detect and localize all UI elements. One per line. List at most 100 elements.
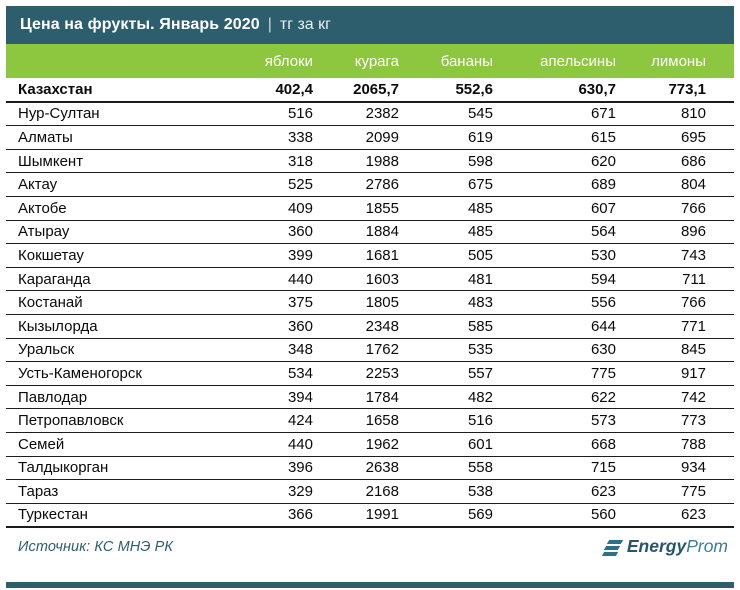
price-cell-oranges: 775 — [493, 361, 616, 386]
page-title: Цена на фрукты. Январь 2020 — [20, 16, 260, 33]
region-name-cell: Атырау — [6, 220, 230, 245]
price-cell-lemons: 695 — [616, 125, 734, 150]
price-cell-lemons: 917 — [616, 361, 734, 386]
price-cell-dried-apricots: 1784 — [313, 385, 399, 410]
price-cell-apples: 360 — [230, 220, 313, 245]
price-cell-apples: 396 — [230, 456, 313, 481]
table-row: Нур-Султан 516 2382 545 671 810 — [6, 101, 734, 127]
energyprom-logo: EnergyProm — [601, 538, 728, 556]
price-cell-apples: 338 — [230, 125, 313, 150]
region-name-cell: Алматы — [6, 125, 230, 150]
price-table: яблоки курага бананы апельсины лимоны Ка… — [6, 44, 734, 529]
source-note: Источник: КС МНЭ РК — [18, 539, 174, 556]
price-cell-apples: 409 — [230, 196, 313, 221]
price-cell-oranges: 556 — [493, 290, 616, 315]
price-cell-apples: 440 — [230, 267, 313, 292]
price-cell-dried-apricots: 1681 — [313, 243, 399, 268]
price-cell-apples: 525 — [230, 172, 313, 197]
region-name-cell: Талдыкорган — [6, 456, 230, 481]
region-name-cell: Костанай — [6, 290, 230, 315]
price-cell-bananas: 675 — [399, 172, 493, 197]
table-body: Казахстан 402,4 2065,7 552,6 630,7 773,1… — [6, 78, 734, 529]
price-cell-bananas: 505 — [399, 243, 493, 268]
price-cell-dried-apricots: 2382 — [313, 101, 399, 127]
price-cell-bananas: 538 — [399, 479, 493, 504]
table-row: Семей 440 1962 601 668 788 — [6, 432, 734, 457]
price-cell-apples: 399 — [230, 243, 313, 268]
region-name-cell: Казахстан — [6, 78, 230, 103]
column-header-oranges: апельсины — [493, 44, 616, 78]
table-row: Петропавловск 424 1658 516 573 773 — [6, 408, 734, 433]
price-cell-dried-apricots: 1603 — [313, 267, 399, 292]
region-name-cell: Актобе — [6, 196, 230, 221]
table-row: Усть-Каменогорск 534 2253 557 775 917 — [6, 361, 734, 386]
price-cell-lemons: 766 — [616, 290, 734, 315]
price-cell-bananas: 485 — [399, 220, 493, 245]
price-cell-oranges: 620 — [493, 149, 616, 174]
price-cell-dried-apricots: 2168 — [313, 479, 399, 504]
price-cell-bananas: 535 — [399, 338, 493, 363]
region-name-cell: Уральск — [6, 338, 230, 363]
price-cell-apples: 348 — [230, 338, 313, 363]
price-cell-bananas: 485 — [399, 196, 493, 221]
price-cell-dried-apricots: 2253 — [313, 361, 399, 386]
table-row: Караганда 440 1603 481 594 711 — [6, 267, 734, 292]
region-name-cell: Кызылорда — [6, 314, 230, 339]
price-cell-apples: 424 — [230, 408, 313, 433]
price-cell-lemons: 845 — [616, 338, 734, 363]
price-cell-lemons: 623 — [616, 503, 734, 529]
table-row: Актобе 409 1855 485 607 766 — [6, 196, 734, 221]
table-row: Алматы 338 2099 619 615 695 — [6, 125, 734, 150]
price-cell-lemons: 686 — [616, 149, 734, 174]
price-cell-lemons: 896 — [616, 220, 734, 245]
price-cell-bananas: 545 — [399, 101, 493, 127]
column-header-lemons: лимоны — [616, 44, 734, 78]
price-cell-bananas: 601 — [399, 432, 493, 457]
price-cell-oranges: 607 — [493, 196, 616, 221]
price-cell-oranges: 630,7 — [493, 78, 616, 103]
price-cell-oranges: 573 — [493, 408, 616, 433]
column-header-dried-apricots: курага — [313, 44, 399, 78]
table-row: Кызылорда 360 2348 585 644 771 — [6, 314, 734, 339]
price-cell-dried-apricots: 1991 — [313, 503, 399, 529]
price-cell-bananas: 558 — [399, 456, 493, 481]
price-cell-oranges: 622 — [493, 385, 616, 410]
price-cell-oranges: 564 — [493, 220, 616, 245]
table-row: Павлодар 394 1784 482 622 742 — [6, 385, 734, 410]
price-cell-oranges: 689 — [493, 172, 616, 197]
price-cell-apples: 402,4 — [230, 78, 313, 103]
price-cell-bananas: 585 — [399, 314, 493, 339]
table-row: Кокшетау 399 1681 505 530 743 — [6, 243, 734, 268]
price-cell-lemons: 711 — [616, 267, 734, 292]
price-cell-lemons: 742 — [616, 385, 734, 410]
price-cell-apples: 375 — [230, 290, 313, 315]
region-name-cell: Петропавловск — [6, 408, 230, 433]
energyprom-icon — [601, 539, 624, 556]
price-cell-lemons: 773 — [616, 408, 734, 433]
price-cell-lemons: 743 — [616, 243, 734, 268]
region-name-cell: Павлодар — [6, 385, 230, 410]
price-cell-bananas: 619 — [399, 125, 493, 150]
column-header-row: яблоки курага бананы апельсины лимоны — [6, 44, 734, 78]
price-cell-dried-apricots: 1762 — [313, 338, 399, 363]
title-bar: Цена на фрукты. Январь 2020 | тг за кг — [6, 6, 734, 44]
table-row: Атырау 360 1884 485 564 896 — [6, 220, 734, 245]
price-cell-apples: 318 — [230, 149, 313, 174]
price-cell-lemons: 773,1 — [616, 78, 734, 103]
table-row: Уральск 348 1762 535 630 845 — [6, 338, 734, 363]
price-cell-bananas: 552,6 — [399, 78, 493, 103]
region-name-cell: Караганда — [6, 267, 230, 292]
price-cell-bananas: 598 — [399, 149, 493, 174]
price-cell-oranges: 615 — [493, 125, 616, 150]
price-cell-dried-apricots: 1805 — [313, 290, 399, 315]
column-header-bananas: бананы — [399, 44, 493, 78]
price-cell-bananas: 481 — [399, 267, 493, 292]
price-cell-oranges: 594 — [493, 267, 616, 292]
price-cell-dried-apricots: 2348 — [313, 314, 399, 339]
footer: Источник: КС МНЭ РК EnergyProm — [6, 528, 734, 560]
price-cell-dried-apricots: 2065,7 — [313, 78, 399, 103]
region-name-cell: Актау — [6, 172, 230, 197]
table-row: Талдыкорган 396 2638 558 715 934 — [6, 456, 734, 481]
table-row: Туркестан 366 1991 569 560 623 — [6, 503, 734, 529]
price-cell-apples: 534 — [230, 361, 313, 386]
